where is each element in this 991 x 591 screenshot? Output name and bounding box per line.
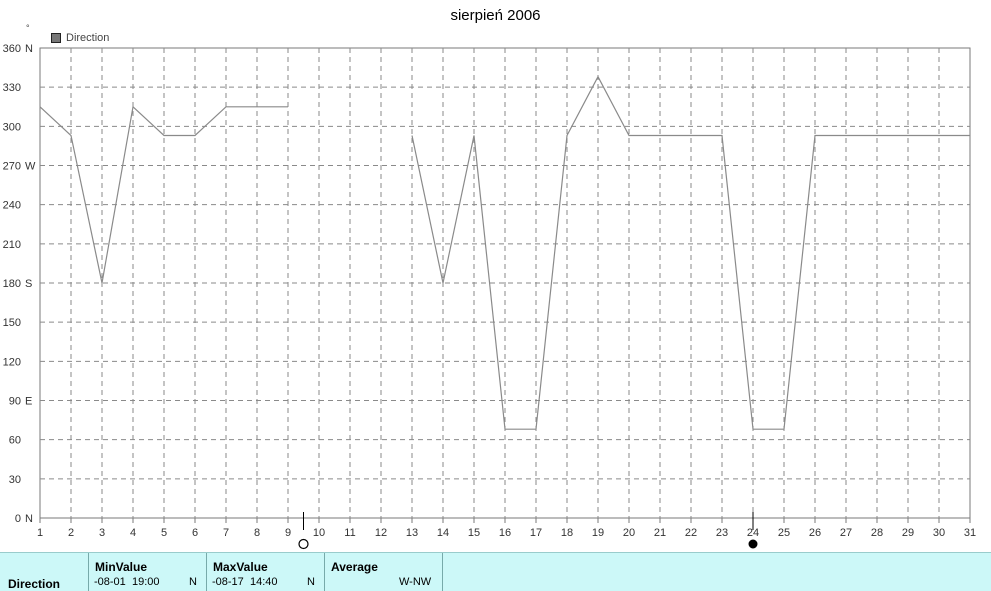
stats-panel: Direction MinValue -08-01 19:00 N MaxVal… bbox=[0, 552, 991, 591]
x-tick-label: 25 bbox=[778, 527, 790, 539]
y-tick-label: 180 bbox=[3, 278, 21, 290]
x-tick-label: 21 bbox=[654, 527, 666, 539]
y-tick-direction: S bbox=[25, 278, 32, 290]
x-tick-label: 27 bbox=[840, 527, 852, 539]
y-tick-direction: E bbox=[25, 396, 32, 408]
max-value-header: MaxValue bbox=[213, 560, 268, 574]
y-tick-label: 210 bbox=[3, 239, 21, 251]
x-tick-label: 22 bbox=[685, 527, 697, 539]
legend-swatch bbox=[51, 33, 61, 43]
x-tick-label: 18 bbox=[561, 527, 573, 539]
degree-mark: ° bbox=[26, 23, 30, 33]
max-date: -08-17 bbox=[212, 576, 244, 588]
y-tick-label: 150 bbox=[3, 317, 21, 329]
series-line bbox=[39, 105, 288, 284]
x-tick-label: 20 bbox=[623, 527, 635, 539]
average-value: W-NW bbox=[399, 576, 432, 588]
x-tick-label: 24 bbox=[747, 527, 759, 539]
y-tick-direction: N bbox=[25, 513, 33, 525]
stats-row-label-cell: Direction bbox=[0, 553, 89, 591]
x-tick-label: 30 bbox=[933, 527, 945, 539]
legend-label: Direction bbox=[66, 32, 110, 44]
x-tick-label: 15 bbox=[468, 527, 480, 539]
min-date: -08-01 bbox=[94, 576, 126, 588]
x-tick-label: 10 bbox=[313, 527, 325, 539]
x-tick-label: 19 bbox=[592, 527, 604, 539]
min-value-header: MinValue bbox=[95, 560, 148, 574]
y-tick-label: 240 bbox=[3, 200, 21, 212]
max-direction: N bbox=[307, 576, 315, 588]
x-tick-label: 23 bbox=[716, 527, 728, 539]
y-tick-label: 120 bbox=[3, 356, 21, 368]
x-tick-label: 1 bbox=[37, 527, 43, 539]
x-tick-label: 26 bbox=[809, 527, 821, 539]
chart-title: sierpień 2006 bbox=[450, 7, 541, 24]
series-line bbox=[411, 75, 970, 430]
min-direction: N bbox=[189, 576, 197, 588]
y-tick-label: 300 bbox=[3, 121, 21, 133]
x-tick-label: 14 bbox=[437, 527, 449, 539]
x-tick-label: 3 bbox=[99, 527, 105, 539]
x-tick-label: 29 bbox=[902, 527, 914, 539]
new-moon-icon bbox=[748, 539, 758, 549]
min-value-cell: MinValue -08-01 19:00 N bbox=[89, 553, 207, 591]
x-tick-label: 4 bbox=[130, 527, 136, 539]
x-axis: 1 2 3 4 5 6 7 8 9 10 11 12 13 14 15 16 17 18 19 20 21 22 23 24 2… bbox=[37, 518, 976, 539]
full-moon-icon bbox=[298, 538, 309, 550]
series-lines bbox=[39, 75, 970, 430]
x-tick-label: 13 bbox=[406, 527, 418, 539]
x-tick-label: 8 bbox=[254, 527, 260, 539]
y-tick-label: 60 bbox=[9, 435, 21, 447]
grid bbox=[40, 48, 970, 518]
x-tick-label: 16 bbox=[499, 527, 511, 539]
y-tick-label: 360 bbox=[3, 43, 21, 55]
x-tick-label: 6 bbox=[192, 527, 198, 539]
min-time: 19:00 bbox=[132, 576, 160, 588]
x-tick-label: 7 bbox=[223, 527, 229, 539]
x-tick-label: 28 bbox=[871, 527, 883, 539]
average-header: Average bbox=[331, 560, 378, 574]
y-tick-direction: N bbox=[25, 43, 33, 55]
y-tick-label: 0 bbox=[15, 513, 21, 525]
y-tick-label: 330 bbox=[3, 82, 21, 94]
x-tick-label: 31 bbox=[964, 527, 976, 539]
y-tick-label: 90 bbox=[9, 396, 21, 408]
y-tick-label: 270 bbox=[3, 161, 21, 173]
moon-markers bbox=[298, 512, 758, 550]
x-tick-label: 2 bbox=[68, 527, 74, 539]
x-tick-label: 17 bbox=[530, 527, 542, 539]
max-value-cell: MaxValue -08-17 14:40 N bbox=[207, 553, 325, 591]
max-time: 14:40 bbox=[250, 576, 278, 588]
average-cell: Average W-NW bbox=[325, 553, 443, 591]
stats-row-label: Direction bbox=[8, 577, 61, 591]
y-tick-label: 30 bbox=[9, 474, 21, 486]
x-tick-label: 5 bbox=[161, 527, 167, 539]
x-tick-label: 9 bbox=[285, 527, 291, 539]
legend: Direction bbox=[51, 32, 109, 44]
y-tick-direction: W bbox=[25, 161, 36, 173]
x-tick-label: 12 bbox=[375, 527, 387, 539]
x-tick-label: 11 bbox=[344, 527, 355, 539]
